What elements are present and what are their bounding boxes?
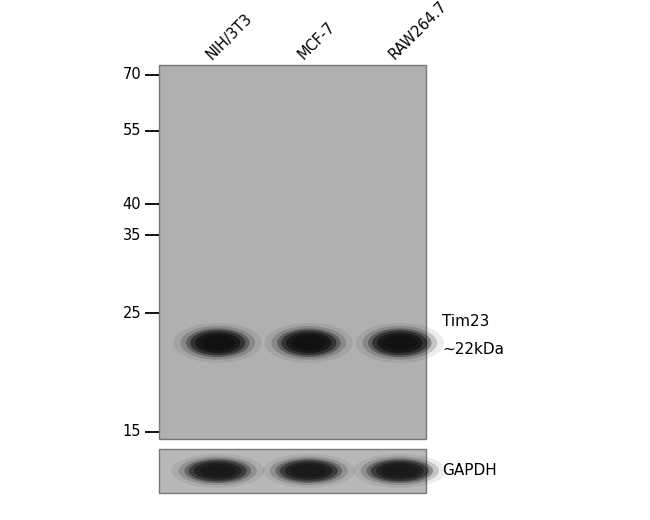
Ellipse shape <box>265 323 353 363</box>
Text: 40: 40 <box>122 197 141 212</box>
Ellipse shape <box>185 459 251 483</box>
Text: 55: 55 <box>123 123 141 138</box>
Ellipse shape <box>263 454 355 488</box>
Text: NIH/3T3: NIH/3T3 <box>204 11 255 62</box>
Ellipse shape <box>383 335 417 350</box>
Ellipse shape <box>296 466 321 475</box>
Ellipse shape <box>370 460 429 482</box>
Ellipse shape <box>285 462 333 479</box>
Text: Tim23: Tim23 <box>442 314 489 329</box>
Ellipse shape <box>200 464 236 477</box>
Ellipse shape <box>286 333 332 353</box>
Ellipse shape <box>280 460 338 482</box>
Ellipse shape <box>368 329 432 357</box>
Ellipse shape <box>188 460 247 482</box>
Ellipse shape <box>376 462 424 479</box>
Ellipse shape <box>281 330 337 355</box>
Text: ~22kDa: ~22kDa <box>442 342 504 357</box>
Text: 15: 15 <box>123 424 141 439</box>
Bar <box>159 449 426 493</box>
Ellipse shape <box>361 457 439 485</box>
Ellipse shape <box>181 326 255 360</box>
Ellipse shape <box>388 337 411 348</box>
Ellipse shape <box>377 333 423 353</box>
Ellipse shape <box>194 462 242 479</box>
Ellipse shape <box>205 466 230 475</box>
Ellipse shape <box>277 329 341 357</box>
Ellipse shape <box>272 326 346 360</box>
Ellipse shape <box>297 337 320 348</box>
Ellipse shape <box>174 323 262 363</box>
Ellipse shape <box>201 335 235 350</box>
Ellipse shape <box>190 330 246 355</box>
Ellipse shape <box>179 457 257 485</box>
Text: 70: 70 <box>122 67 141 82</box>
Bar <box>159 65 426 439</box>
Ellipse shape <box>195 333 240 353</box>
Ellipse shape <box>354 454 446 488</box>
Text: 25: 25 <box>122 306 141 321</box>
Text: MCF-7: MCF-7 <box>295 19 338 62</box>
Text: 35: 35 <box>123 228 141 243</box>
Ellipse shape <box>270 457 348 485</box>
Ellipse shape <box>356 323 444 363</box>
Ellipse shape <box>363 326 437 360</box>
Ellipse shape <box>372 330 428 355</box>
Ellipse shape <box>367 459 433 483</box>
Ellipse shape <box>206 337 229 348</box>
Ellipse shape <box>382 464 418 477</box>
Text: RAW264.7: RAW264.7 <box>386 0 450 62</box>
Ellipse shape <box>292 335 326 350</box>
Ellipse shape <box>276 459 342 483</box>
Ellipse shape <box>172 454 264 488</box>
Ellipse shape <box>291 464 327 477</box>
Ellipse shape <box>387 466 412 475</box>
Text: GAPDH: GAPDH <box>442 463 497 478</box>
Ellipse shape <box>186 329 250 357</box>
